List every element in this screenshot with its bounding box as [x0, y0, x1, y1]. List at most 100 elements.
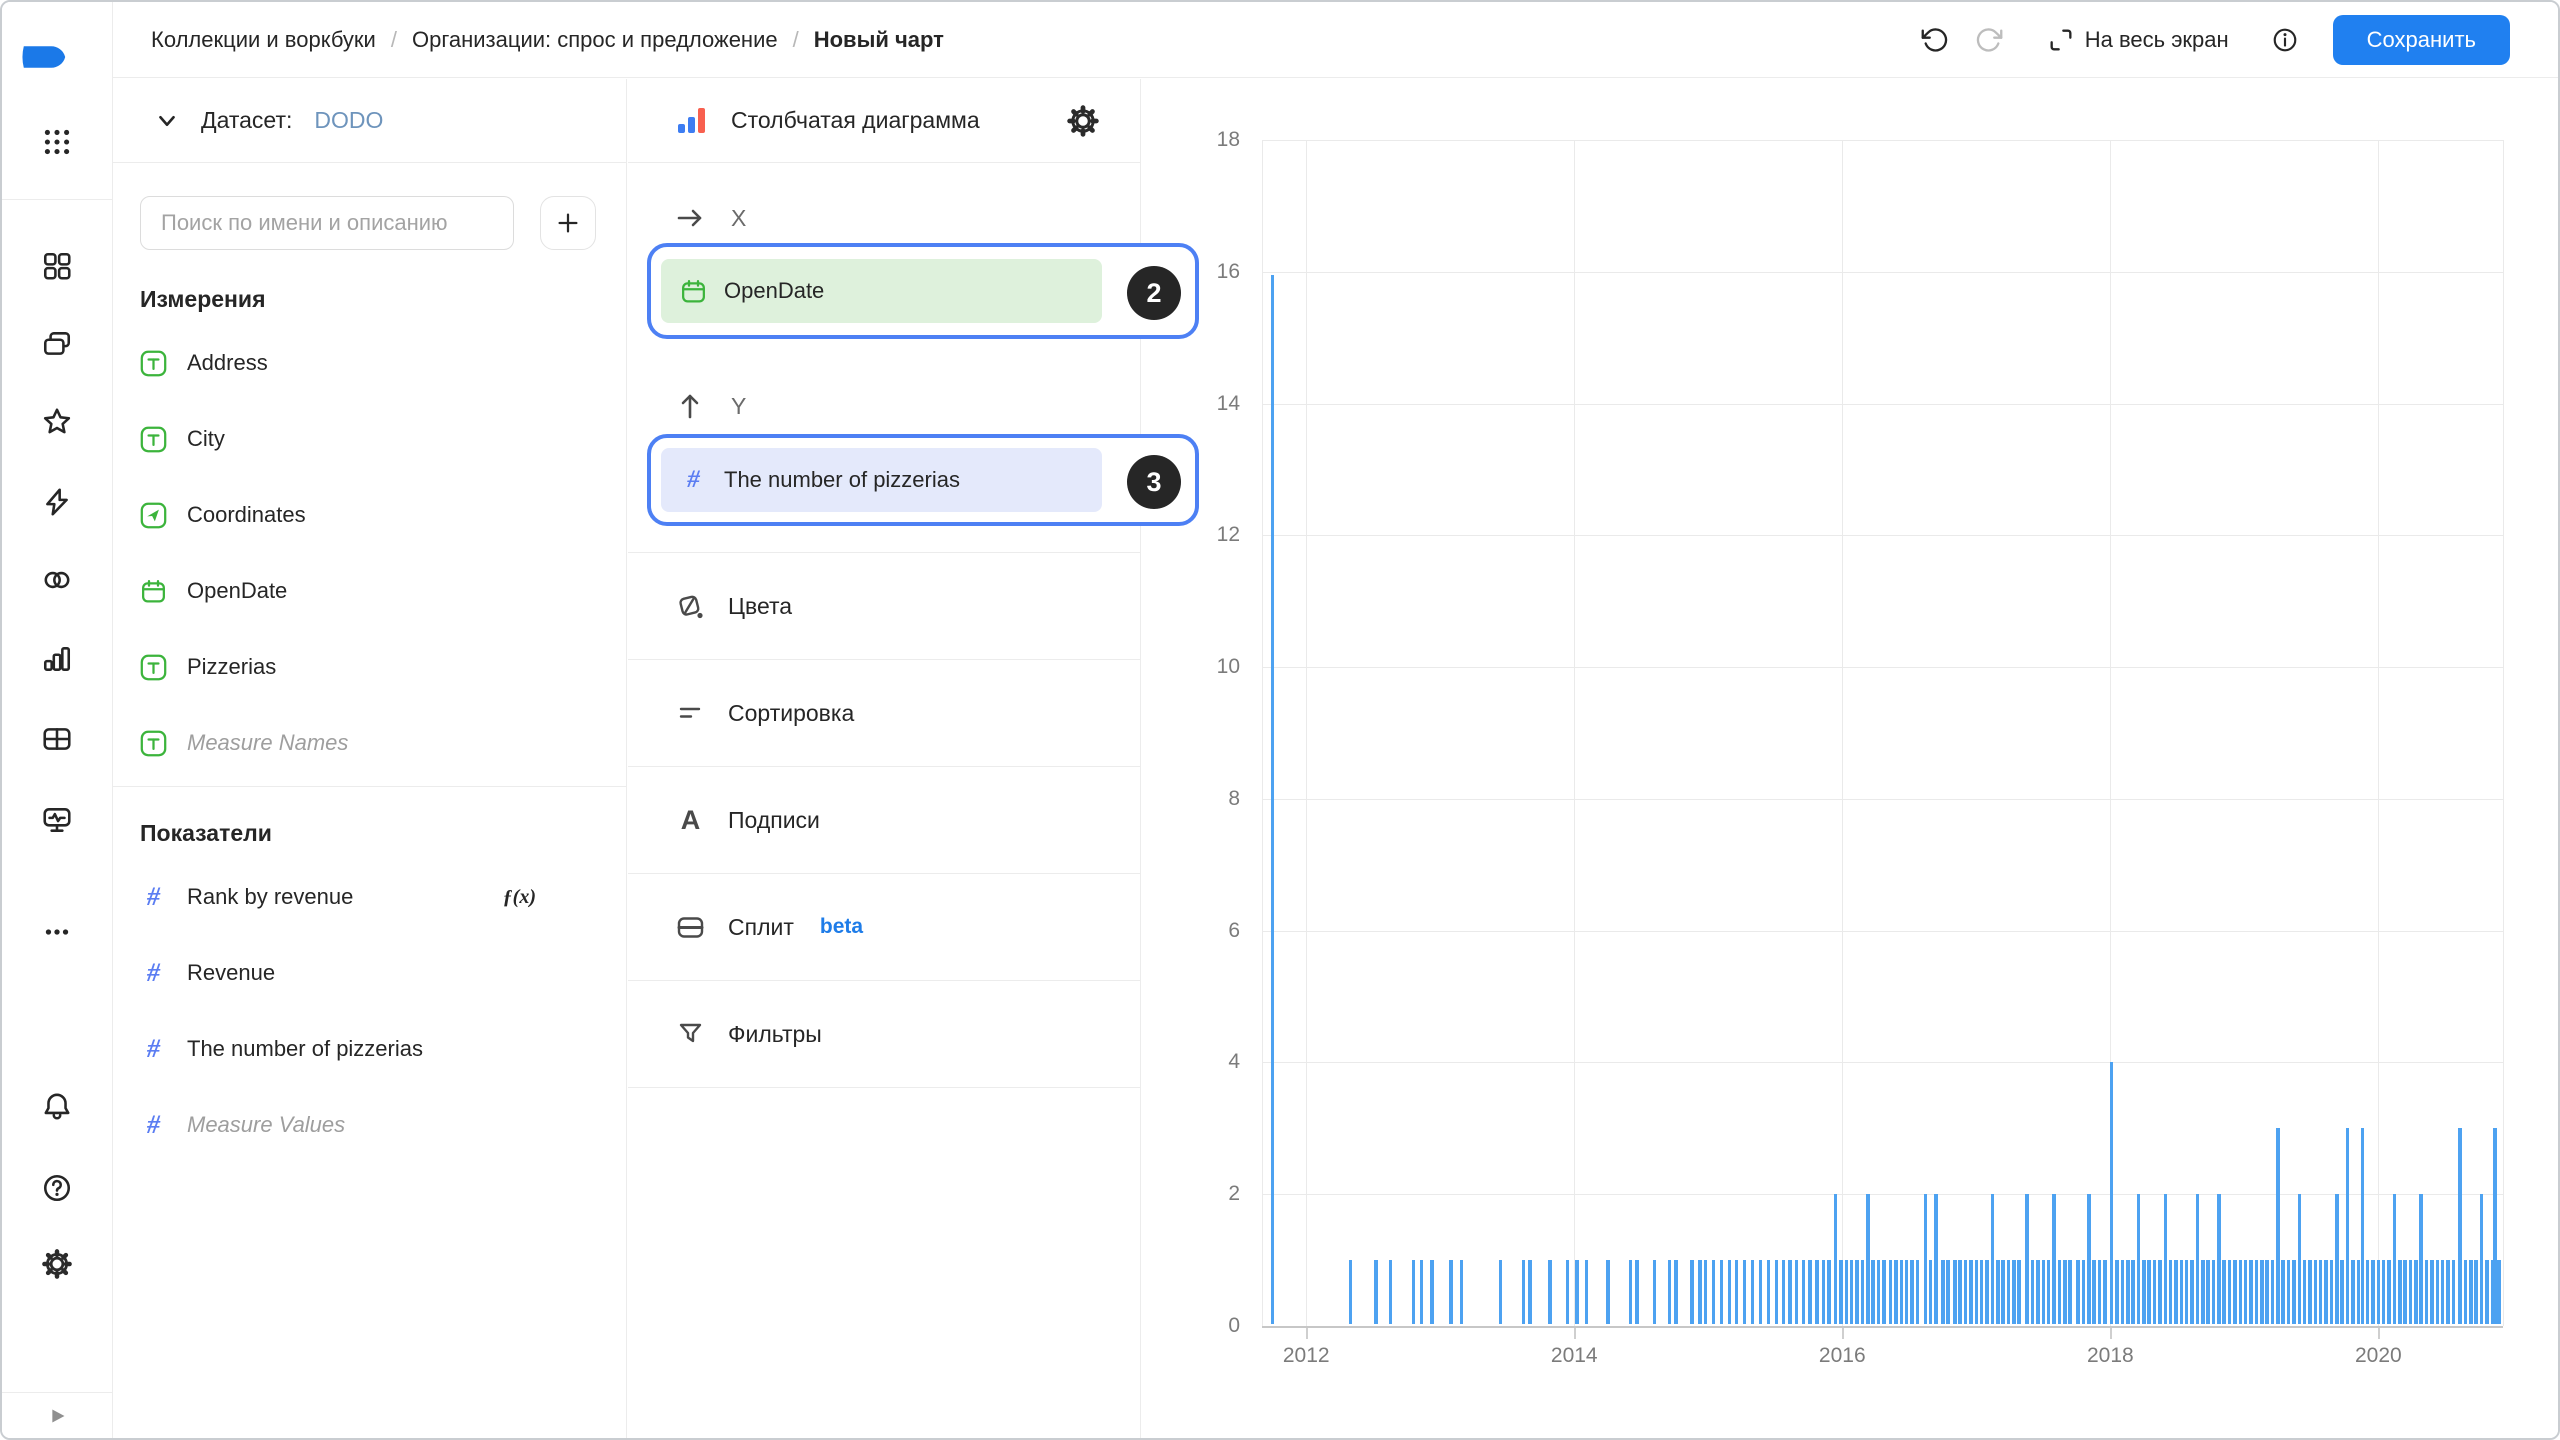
table-icon[interactable]	[34, 716, 80, 762]
chart-bar	[1833, 1194, 1838, 1324]
chart-bar	[2233, 1260, 2237, 1324]
chart-bar	[1270, 275, 1275, 1324]
chart-bar	[1635, 1260, 1639, 1324]
config-section-labels[interactable]: A Подписи	[628, 766, 1140, 873]
chart-type-header: Столбчатая диаграмма	[628, 79, 1140, 163]
save-button[interactable]: Сохранить	[2332, 14, 2510, 65]
chevron-down-icon[interactable]	[153, 107, 181, 135]
field-revenue[interactable]: # Revenue	[113, 935, 626, 1011]
chart-bar	[2081, 1260, 2086, 1324]
chart-settings-gear-icon[interactable]	[1066, 104, 1100, 138]
linked-circles-icon[interactable]	[34, 557, 80, 603]
rail-divider	[2, 199, 112, 200]
play-icon[interactable]	[35, 1394, 79, 1438]
search-input[interactable]	[140, 196, 514, 250]
chart-bar	[2340, 1260, 2344, 1324]
chart-bar	[2052, 1194, 2056, 1324]
bar-chart-icon[interactable]	[34, 636, 80, 682]
redo-icon[interactable]	[1967, 18, 2011, 62]
config-section-sort[interactable]: Сортировка	[628, 659, 1140, 766]
field-measure-values[interactable]: # Measure Values	[113, 1087, 626, 1163]
chart-bar	[2356, 1260, 2360, 1324]
chart-bar	[1459, 1260, 1464, 1324]
info-icon[interactable]	[2263, 18, 2307, 62]
field-address[interactable]: Address	[113, 325, 626, 401]
text-type-icon	[140, 350, 167, 377]
field-rank-by-revenue[interactable]: # Rank by revenue ƒ(x)	[113, 859, 626, 935]
chart-type-label[interactable]: Столбчатая диаграмма	[731, 107, 980, 133]
field-measure-names[interactable]: Measure Names	[113, 705, 626, 781]
config-section-colors[interactable]: Цвета	[628, 552, 1140, 659]
calendar-icon	[680, 278, 707, 305]
expand-icon[interactable]	[2039, 18, 2083, 62]
labels-icon: A	[680, 804, 701, 835]
gear-icon[interactable]	[34, 1241, 80, 1287]
undo-icon[interactable]	[1913, 18, 1957, 62]
chart-bar	[1969, 1260, 1973, 1324]
config-section-label: Фильтры	[728, 1020, 822, 1047]
chart-bar	[1855, 1260, 1859, 1324]
chart-bar	[2142, 1260, 2146, 1324]
x-axis-tick-label: 2012	[1282, 1344, 1330, 1367]
chart-preview[interactable]: 0 2 4 6 8 10 12 14 16 18 2012 2014 2016 2018 2020	[1142, 79, 2558, 1438]
chart-bar	[1996, 1260, 2000, 1324]
collections-icon[interactable]	[34, 321, 80, 367]
config-section-split[interactable]: Сплит beta	[628, 873, 1140, 980]
bar-chart-type-icon[interactable]	[675, 104, 709, 138]
breadcrumb-item[interactable]: Коллекции и воркбуки	[151, 26, 376, 52]
chart-bar	[2493, 1128, 2497, 1324]
chart-bar	[1348, 1260, 1353, 1324]
lightning-icon[interactable]	[34, 479, 80, 525]
field-label: Revenue	[187, 960, 276, 985]
chart-bar	[2036, 1260, 2040, 1324]
filters-icon	[675, 1019, 706, 1050]
field-pizzerias[interactable]: Pizzerias	[113, 629, 626, 705]
chart-bar	[2474, 1260, 2478, 1324]
chart-bar	[2206, 1260, 2210, 1324]
y-field-pill[interactable]: # The number of pizzerias	[661, 448, 1102, 512]
config-section-filters[interactable]: Фильтры	[628, 980, 1140, 1088]
help-icon[interactable]	[34, 1165, 80, 1211]
monitoring-icon[interactable]	[34, 797, 80, 843]
datalens-logo[interactable]	[13, 12, 103, 102]
dataset-name-link[interactable]: DODO	[314, 107, 384, 133]
fullscreen-button[interactable]: На весь экран	[2084, 26, 2229, 52]
field-coordinates[interactable]: Coordinates	[113, 477, 626, 553]
x-field-pill[interactable]: OpenDate	[661, 259, 1102, 323]
bell-icon[interactable]	[34, 1083, 80, 1129]
star-icon[interactable]	[34, 399, 80, 445]
chart-bar	[1698, 1260, 1702, 1324]
chart-bar	[2335, 1194, 2339, 1324]
y-axis-tick-label: 12	[1216, 523, 1240, 547]
search-field[interactable]	[159, 209, 495, 237]
chart-bar	[1882, 1260, 1886, 1324]
apps-grid-icon[interactable]	[34, 119, 80, 165]
chart-bar	[2227, 1260, 2232, 1324]
chart-bar	[1801, 1260, 1806, 1324]
measures-title: Показатели	[140, 820, 272, 846]
chart-bar	[2057, 1260, 2062, 1324]
chart-bar	[2254, 1260, 2259, 1324]
more-icon[interactable]	[34, 909, 80, 955]
y-field-name: The number of pizzerias	[724, 467, 960, 492]
y-axis-row: Y	[675, 391, 746, 421]
dashboard-icon[interactable]	[34, 243, 80, 289]
gridline-y	[1262, 1062, 2503, 1064]
chart-bar	[2329, 1260, 2334, 1324]
field-opendate[interactable]: OpenDate	[113, 553, 626, 629]
breadcrumb-item[interactable]: Организации: спрос и предложение	[411, 26, 778, 52]
chart-bar	[1904, 1260, 1909, 1324]
chart-bar	[1985, 1260, 1989, 1324]
chart-bar	[1963, 1260, 1968, 1324]
chart-bar	[2168, 1260, 2173, 1324]
dataset-header: Датасет: DODO	[113, 79, 626, 163]
field-city[interactable]: City	[113, 401, 626, 477]
rail-footer	[2, 1392, 112, 1438]
config-section-label: Цвета	[728, 592, 793, 619]
number-icon: #	[687, 466, 700, 493]
add-field-button[interactable]	[540, 196, 596, 250]
field-label: The number of pizzerias	[187, 1036, 423, 1061]
x-axis-tick	[2110, 1328, 2113, 1339]
bar-chart-plot[interactable]	[1262, 140, 2504, 1328]
field-the-number-of-pizzerias[interactable]: # The number of pizzerias	[113, 1011, 626, 1087]
